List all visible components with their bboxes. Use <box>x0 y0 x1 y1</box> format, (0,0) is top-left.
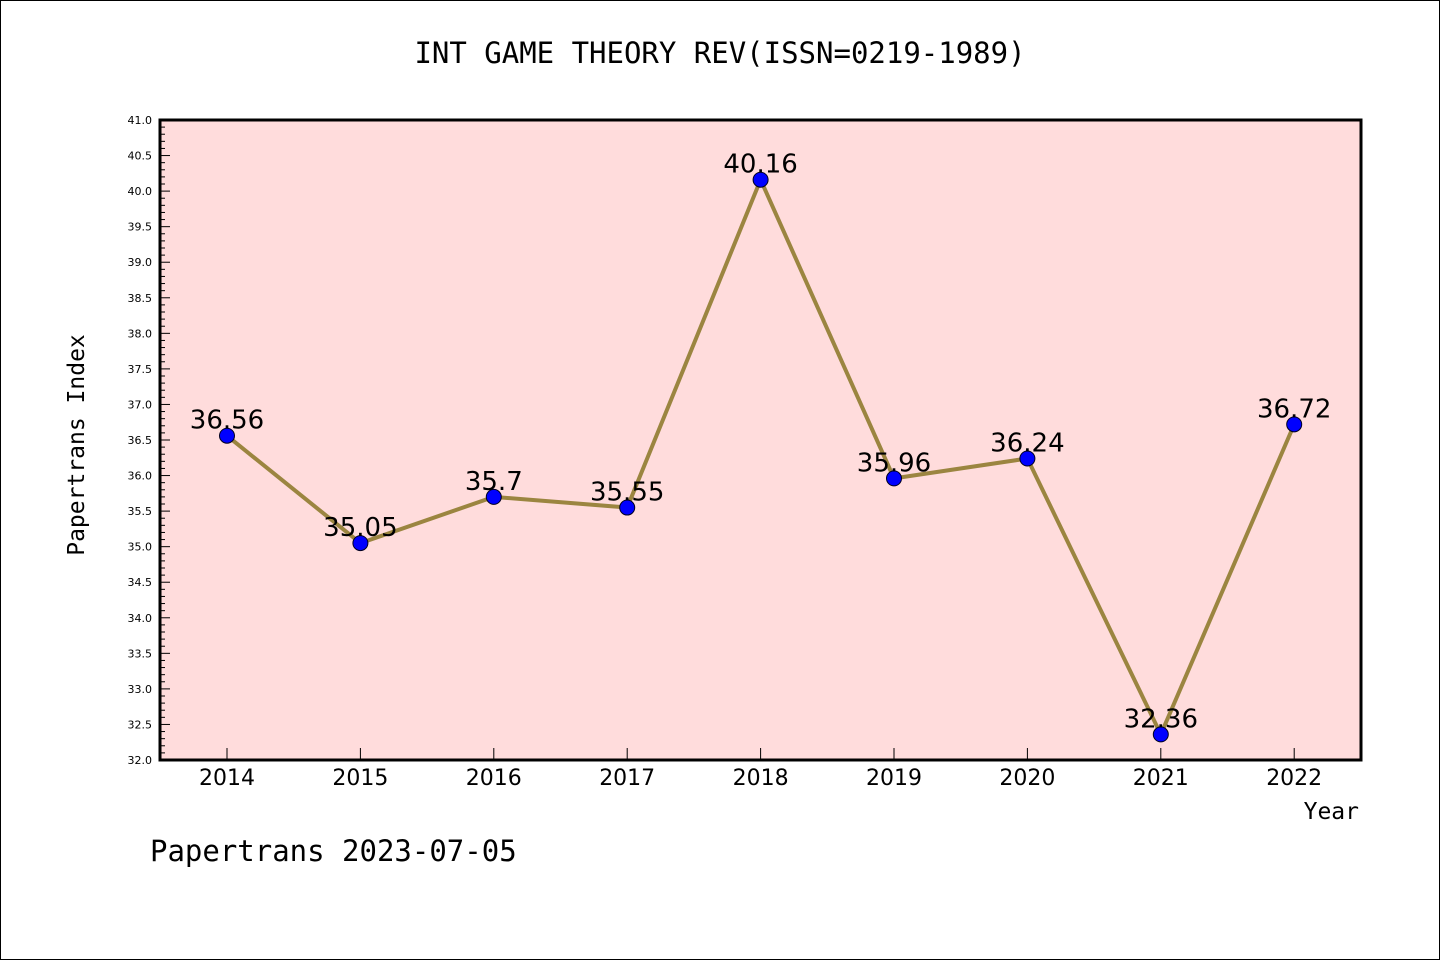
y-tick-label: 37.0 <box>128 398 153 411</box>
data-point <box>1019 450 1036 467</box>
data-point <box>219 427 235 444</box>
y-tick-label: 38.0 <box>128 327 153 340</box>
data-label: 40.16 <box>723 150 797 180</box>
data-label: 35.55 <box>590 478 664 508</box>
data-point <box>352 535 369 552</box>
y-tick-label: 33.0 <box>128 683 153 696</box>
x-axis-label: Year <box>1304 799 1359 825</box>
data-point <box>1152 726 1169 743</box>
data-label: 36.24 <box>990 428 1064 458</box>
y-tick-label: 34.0 <box>128 612 153 625</box>
x-tick-label: 2016 <box>466 766 522 791</box>
y-tick-label: 36.5 <box>128 434 153 447</box>
x-tick-label: 2020 <box>999 766 1055 791</box>
x-tick-label: 2017 <box>599 766 655 791</box>
y-tick-label: 38.5 <box>128 292 153 305</box>
data-point <box>619 499 636 516</box>
footer-credit: Papertrans 2023-07-05 <box>150 834 517 868</box>
y-tick-label: 39.0 <box>128 256 153 269</box>
x-tick-label: 2018 <box>733 766 789 791</box>
data-point <box>485 488 502 505</box>
y-axis-label: Papertrans Index <box>64 334 90 556</box>
y-tick-label: 36.0 <box>128 470 153 483</box>
data-labels: 36.56 35.05 35.7 35.55 40.16 35.96 36.24 32.36 3… <box>190 150 1332 735</box>
y-tick-label: 35.0 <box>128 541 153 554</box>
data-label: 35.7 <box>465 467 523 497</box>
y-tick-label: 33.5 <box>128 647 153 660</box>
y-axis: 32.0 32.5 33.0 33.5 34.0 34.5 35.0 35.5 36.0 36.5… <box>128 114 170 767</box>
data-point <box>752 171 769 188</box>
x-axis: 2014 2015 2016 2017 2018 2019 2020 2021 2022 <box>199 748 1322 791</box>
data-label: 32.36 <box>1124 704 1198 734</box>
data-label: 36.72 <box>1257 394 1331 424</box>
y-tick-label: 34.5 <box>128 576 153 589</box>
chart-title: INT GAME THEORY REV(ISSN=0219-1989) <box>414 36 1026 70</box>
y-tick-label: 40.0 <box>128 185 153 198</box>
x-tick-label: 2015 <box>332 766 388 791</box>
data-label: 35.96 <box>857 448 931 478</box>
data-markers <box>219 171 1303 743</box>
data-label: 35.05 <box>323 513 397 543</box>
y-tick-label: 35.5 <box>128 505 153 518</box>
data-label: 36.56 <box>190 406 264 436</box>
plot-area <box>160 120 1361 760</box>
x-tick-label: 2014 <box>199 766 255 791</box>
y-tick-label: 41.0 <box>128 114 153 127</box>
y-tick-label: 32.0 <box>128 754 153 767</box>
x-tick-label: 2019 <box>866 766 922 791</box>
y-tick-label: 37.5 <box>128 363 153 376</box>
data-point <box>1286 416 1303 433</box>
y-tick-label: 32.5 <box>128 718 153 731</box>
data-point <box>886 470 902 487</box>
plot-border <box>158 118 1363 762</box>
y-tick-label: 39.5 <box>128 221 153 234</box>
x-tick-label: 2022 <box>1266 766 1322 791</box>
x-tick-label: 2021 <box>1133 766 1189 791</box>
y-tick-label: 40.5 <box>128 150 153 163</box>
